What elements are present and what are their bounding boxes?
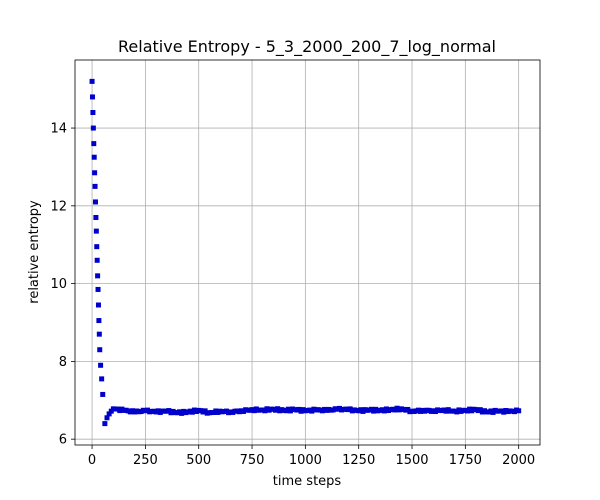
chart-title: Relative Entropy - 5_3_2000_200_7_log_no… — [118, 37, 496, 57]
data-point — [104, 415, 110, 421]
data-point — [95, 273, 101, 279]
y-tick-label: 10 — [50, 277, 67, 292]
data-point — [93, 228, 99, 234]
data-point — [94, 257, 100, 263]
data-point — [94, 244, 100, 250]
data-point — [95, 302, 101, 308]
x-tick-label: 1750 — [449, 453, 482, 468]
x-tick-label: 500 — [186, 453, 211, 468]
data-point — [95, 286, 101, 292]
y-axis-label: relative entropy — [27, 200, 42, 304]
data-point — [92, 170, 98, 176]
x-tick-label: 1000 — [289, 453, 322, 468]
y-tick-label: 6 — [59, 433, 67, 448]
data-point — [90, 110, 96, 115]
tick-layer: 0 250 500 750 1000 1250 1500 1750 2000 6 8 10 12 14 — [50, 122, 535, 468]
data-point — [516, 408, 522, 414]
y-tick-label: 14 — [50, 122, 67, 137]
data-point — [90, 125, 96, 131]
x-tick-label: 750 — [240, 453, 265, 468]
data-point — [89, 94, 95, 100]
data-point — [100, 391, 106, 397]
data-point — [102, 421, 108, 427]
data-layer — [89, 78, 522, 427]
x-axis-label: time steps — [273, 474, 342, 489]
x-tick-label: 0 — [88, 453, 96, 468]
x-tick-label: 1500 — [395, 453, 428, 468]
data-point — [92, 183, 98, 189]
grid-layer — [75, 60, 540, 445]
data-point — [98, 362, 104, 368]
data-point — [96, 331, 102, 337]
plot-frame — [74, 59, 541, 446]
x-tick-label: 250 — [133, 453, 158, 468]
x-tick-label: 2000 — [502, 453, 535, 468]
data-point — [93, 215, 99, 220]
data-point — [89, 78, 95, 84]
data-point — [106, 411, 112, 417]
data-point — [99, 376, 105, 382]
data-point — [92, 199, 98, 205]
data-point — [96, 318, 102, 324]
data-point — [91, 154, 97, 160]
data-point — [91, 141, 97, 147]
y-tick-label: 8 — [59, 355, 67, 370]
x-tick-label: 1250 — [342, 453, 375, 468]
y-tick-label: 12 — [50, 199, 67, 214]
data-point — [97, 347, 103, 353]
